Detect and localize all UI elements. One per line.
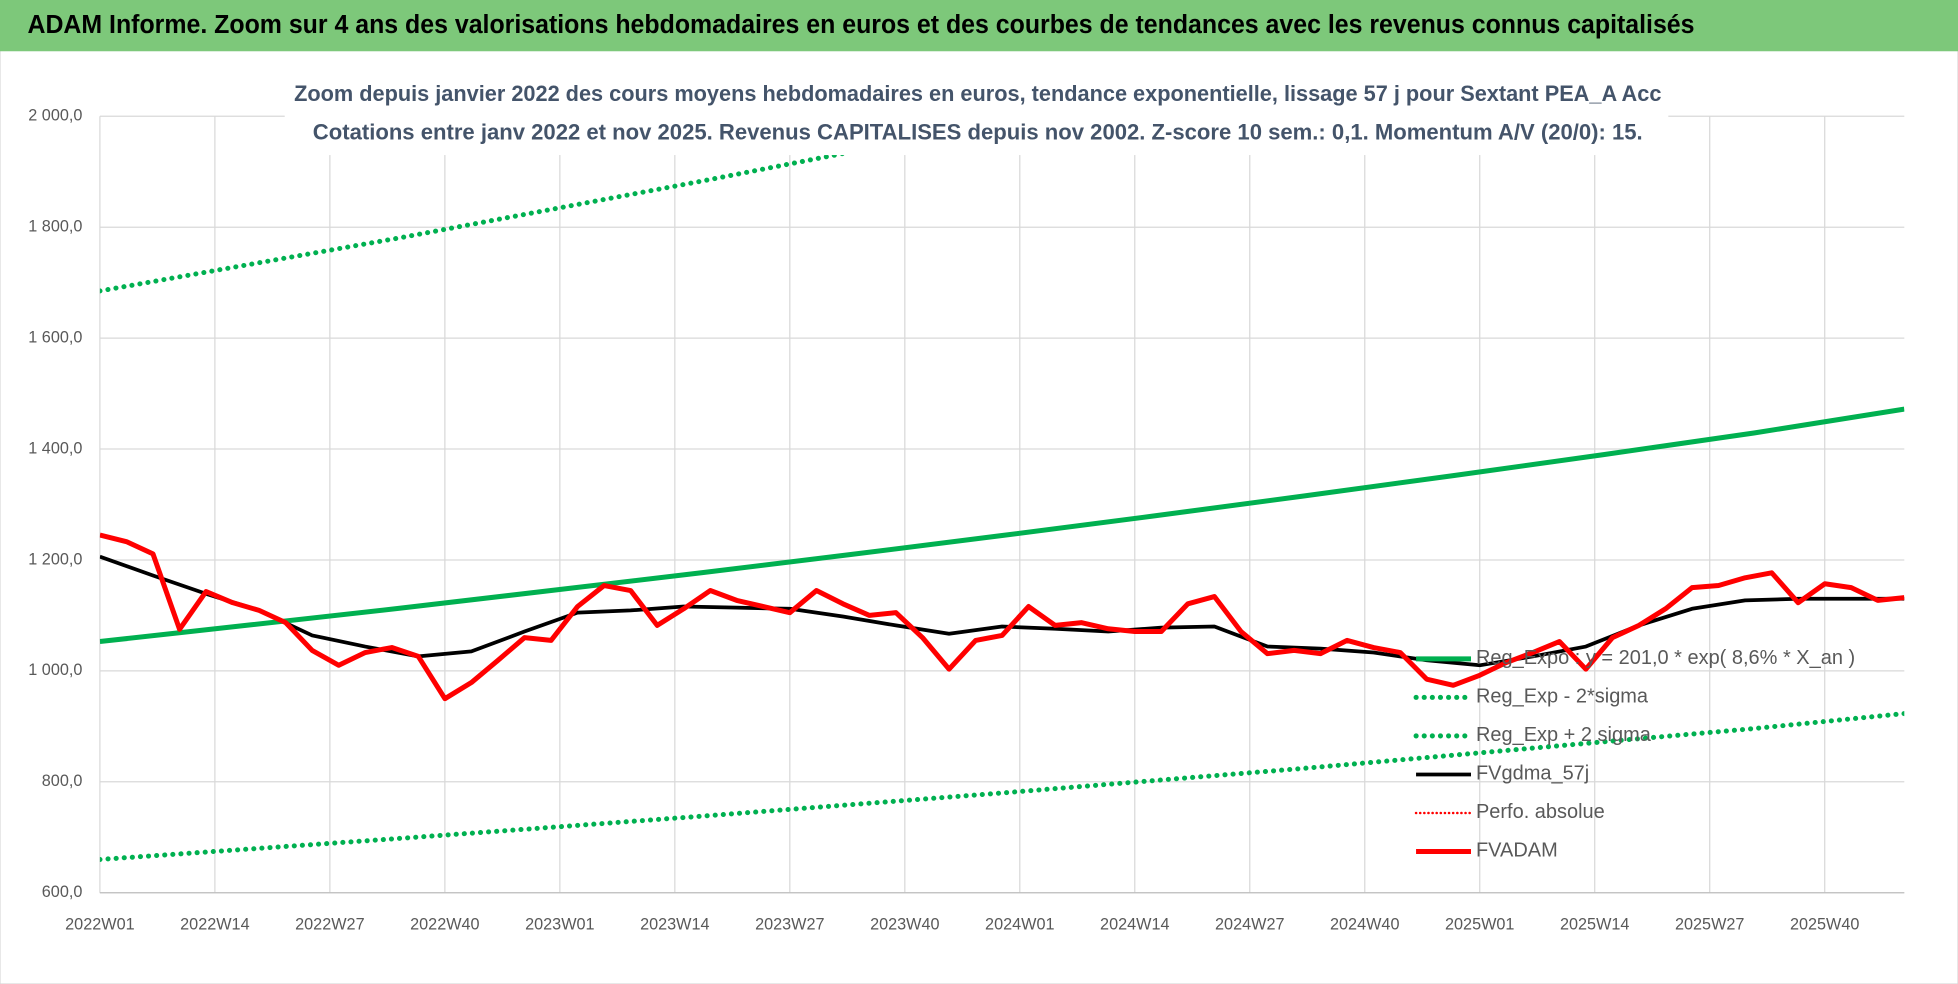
title-box <box>284 75 1669 156</box>
y-tick-label: 1 400,0 <box>28 439 82 457</box>
series-line <box>99 406 1905 645</box>
y-tick-label: 600,0 <box>42 883 83 901</box>
x-tick-label: 2023W40 <box>870 916 939 934</box>
x-tick-label: 2024W40 <box>1330 916 1399 934</box>
legend: Reg_Expo : y = 201,0 * exp( 8,6% * X_an … <box>1413 647 1855 862</box>
x-tick-label: 2025W40 <box>1790 916 1859 934</box>
x-tick-label: 2025W01 <box>1445 916 1514 934</box>
series-line <box>99 532 1905 702</box>
legend-label: FVADAM <box>1476 840 1558 862</box>
legend-label: Reg_Exp - 2*sigma <box>1476 686 1649 708</box>
legend-label: Perfo. absolue <box>1476 801 1605 823</box>
series-line <box>99 711 1905 862</box>
x-tick-label: 2025W27 <box>1675 916 1744 934</box>
x-tick-label: 2022W01 <box>65 916 134 934</box>
chart-subtitle: Cotations entre janv 2022 et nov 2025. R… <box>313 120 1643 145</box>
header-bar <box>0 0 1958 52</box>
x-tick-label: 2024W01 <box>985 916 1054 934</box>
y-tick-label: 2 000,0 <box>28 107 82 125</box>
grid: 600,0 800,0 1 000,0 1 200,0 1 400,0 1 600,0 1 … <box>28 107 1905 934</box>
x-tick-label: 2023W14 <box>640 916 709 934</box>
legend-label: FVgdma_57j <box>1476 763 1589 785</box>
x-tick-label: 2022W14 <box>180 916 249 934</box>
x-tick-label: 2024W27 <box>1215 916 1284 934</box>
x-tick-label: 2023W01 <box>525 916 594 934</box>
y-tick-label: 1 800,0 <box>28 217 82 235</box>
header-title: ADAM Informe. Zoom sur 4 ans des valoris… <box>27 9 1694 39</box>
chart-title: Zoom depuis janvier 2022 des cours moyen… <box>294 81 1661 106</box>
y-tick-label: 800,0 <box>42 772 83 790</box>
x-tick-label: 2022W40 <box>410 916 479 934</box>
y-tick-label: 1 600,0 <box>28 328 82 346</box>
x-tick-label: 2022W27 <box>295 916 364 934</box>
x-tick-label: 2023W27 <box>755 916 824 934</box>
legend-label: Reg_Exp + 2 sigma <box>1476 724 1652 746</box>
y-tick-label: 1 000,0 <box>28 661 82 679</box>
series-line <box>99 554 1905 668</box>
x-tick-label: 2024W14 <box>1100 916 1169 934</box>
y-tick-label: 1 200,0 <box>28 550 82 568</box>
x-tick-label: 2025W14 <box>1560 916 1629 934</box>
legend-label: Reg_Expo : y = 201,0 * exp( 8,6% * X_an … <box>1476 647 1855 669</box>
